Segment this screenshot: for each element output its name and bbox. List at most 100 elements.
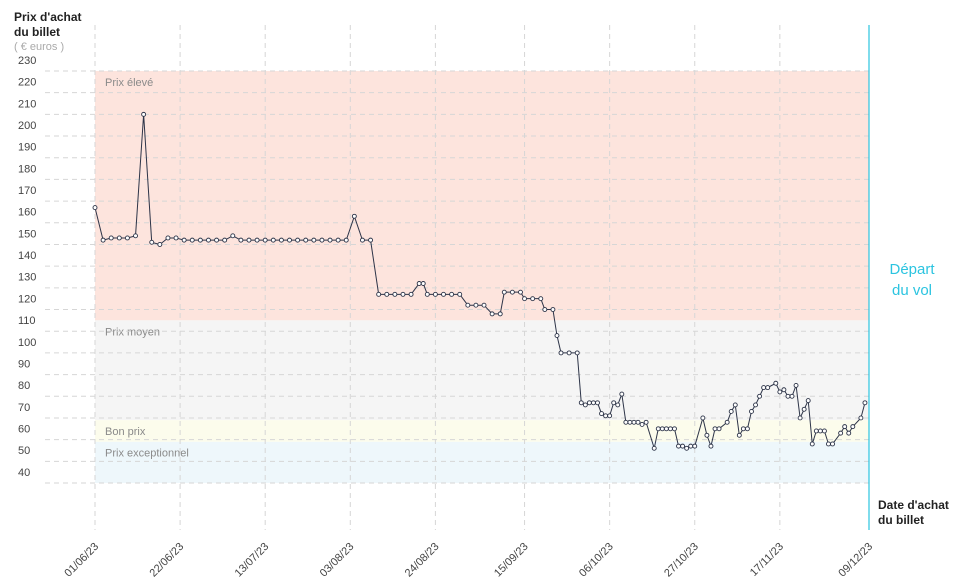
y-tick-label: 150 — [18, 228, 36, 240]
price-point — [566, 350, 572, 356]
price-point — [116, 235, 122, 241]
band-label: Bon prix — [105, 426, 146, 438]
x-tick-label: 13/07/23 — [233, 541, 272, 580]
y-tick-label: 100 — [18, 337, 36, 349]
y-tick-label: 160 — [18, 207, 36, 219]
price-point — [222, 237, 228, 243]
price-point — [558, 350, 564, 356]
price-point — [700, 415, 706, 421]
price-point — [595, 400, 600, 406]
price-point — [149, 239, 155, 245]
price-point — [590, 400, 596, 406]
price-point — [420, 281, 426, 286]
price-point — [522, 296, 527, 302]
price-point — [712, 426, 718, 432]
price-point — [141, 111, 147, 117]
price-point — [805, 398, 811, 404]
price-point — [793, 382, 799, 388]
price-point — [680, 443, 686, 449]
price-point — [108, 235, 114, 241]
price-point — [789, 393, 795, 399]
price-point — [270, 237, 276, 243]
x-tick-label: 01/06/23 — [62, 541, 101, 580]
price-point — [351, 213, 357, 219]
price-point — [586, 400, 592, 406]
price-point — [497, 311, 503, 317]
price-point — [489, 311, 495, 317]
price-point — [753, 402, 758, 408]
y-tick-label: 200 — [18, 120, 36, 132]
price-point — [757, 393, 763, 399]
price-point — [785, 393, 791, 399]
price-point — [663, 426, 669, 432]
price-point — [124, 235, 130, 241]
price-point — [732, 402, 738, 408]
price-point — [424, 291, 430, 297]
price-point — [165, 235, 171, 241]
y-axis-title: du billet — [14, 25, 60, 39]
price-point — [441, 291, 446, 297]
y-tick-label: 50 — [18, 445, 30, 457]
price-point — [631, 419, 637, 425]
price-point — [830, 441, 835, 447]
price-point — [676, 443, 681, 449]
price-point — [744, 426, 750, 432]
price-point — [550, 307, 556, 312]
y-tick-label: 170 — [18, 185, 36, 197]
y-tick-label: 140 — [18, 250, 36, 262]
price-band — [95, 320, 869, 421]
price-point — [408, 291, 414, 297]
x-tick-label: 15/09/23 — [492, 541, 531, 580]
price-point — [181, 237, 187, 243]
price-point — [639, 422, 645, 427]
band-label: Prix moyen — [105, 326, 160, 338]
price-band — [95, 420, 869, 442]
price-point — [817, 428, 823, 434]
y-axis-title: Prix d'achat — [14, 10, 82, 24]
price-point — [392, 291, 398, 297]
price-point — [303, 237, 309, 243]
price-point — [858, 415, 864, 421]
y-tick-label: 70 — [18, 402, 30, 414]
price-point — [376, 291, 382, 297]
price-point — [627, 419, 633, 425]
price-point — [173, 235, 179, 241]
price-point — [623, 419, 629, 425]
price-point — [765, 385, 771, 391]
y-tick-label: 220 — [18, 77, 36, 89]
price-point — [643, 419, 649, 425]
price-point — [311, 237, 317, 243]
price-point — [736, 432, 742, 438]
price-point — [724, 419, 730, 425]
price-point — [688, 443, 694, 449]
price-point — [481, 302, 487, 308]
price-point — [611, 400, 617, 406]
price-point — [554, 333, 560, 338]
price-point — [319, 237, 325, 243]
price-point — [708, 443, 714, 449]
price-point — [749, 408, 754, 414]
price-point — [692, 443, 698, 449]
price-point — [501, 289, 507, 295]
price-point — [246, 237, 252, 243]
price-point — [615, 402, 621, 408]
price-point — [287, 237, 292, 243]
price-point — [797, 415, 803, 421]
price-point — [189, 237, 195, 243]
price-point — [826, 441, 831, 447]
price-point — [206, 237, 211, 243]
price-point — [850, 424, 856, 430]
price-point — [542, 307, 548, 312]
price-point — [599, 411, 604, 417]
price-point — [801, 406, 807, 412]
y-tick-label: 120 — [18, 293, 36, 305]
price-point — [360, 237, 365, 243]
price-point — [400, 291, 406, 297]
y-tick-label: 110 — [18, 315, 36, 327]
x-axis-title: Date d'achat — [878, 498, 949, 512]
y-tick-label: 180 — [18, 163, 36, 175]
price-point — [728, 408, 734, 414]
price-point — [777, 389, 783, 395]
price-point — [416, 281, 422, 286]
price-point — [651, 445, 657, 451]
